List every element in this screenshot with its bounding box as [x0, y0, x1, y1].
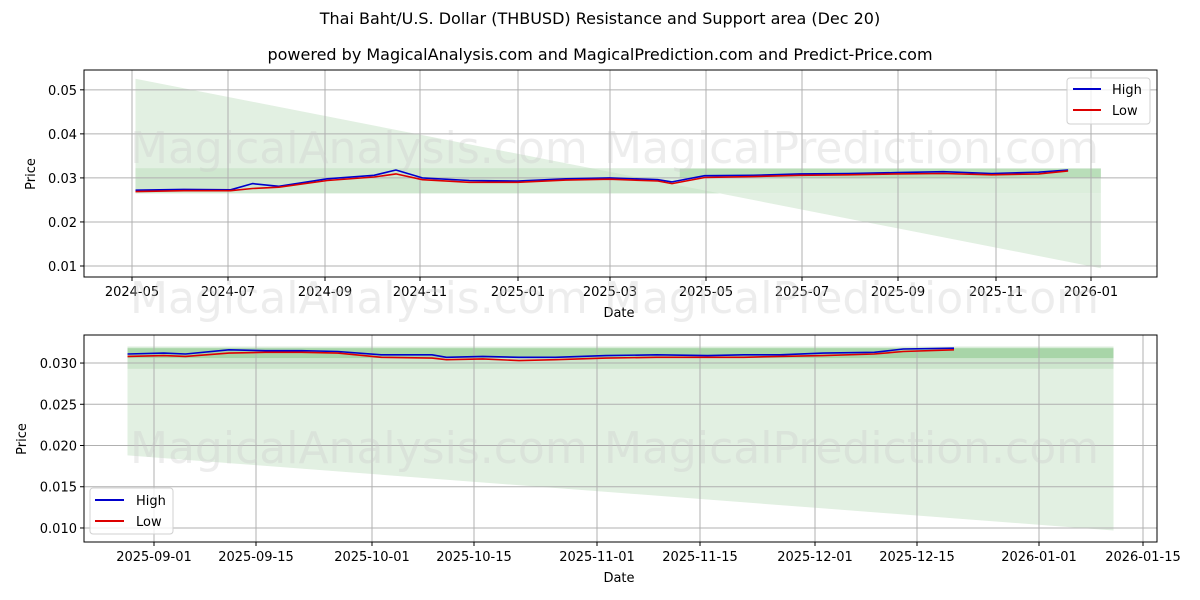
plot-frame: [83, 69, 1158, 278]
series-low: [135, 170, 1069, 193]
x-tick-label: 2025-09-15: [218, 550, 294, 565]
chart-title: Thai Baht/U.S. Dollar (THBUSD) Resistanc…: [319, 9, 881, 28]
x-tick-label: 2024-05: [105, 285, 159, 300]
series-high: [127, 347, 955, 359]
legend-high-label: High: [136, 494, 166, 509]
legend-low-label: Low: [1112, 104, 1138, 119]
x-tick-label: 2025-01: [491, 285, 545, 300]
grid-lines: [84, 335, 1157, 542]
x-tick-label: 2026-01: [1064, 285, 1118, 300]
watermark: MagicalAnalysis.com: [130, 273, 588, 324]
x-tick-label: 2024-07: [201, 285, 255, 300]
x-tick-label: 2025-07: [775, 285, 829, 300]
support-band-outer: [127, 348, 1114, 531]
watermark: MagicalAnalysis.com: [130, 423, 588, 474]
y-axis-ticks: 0.01 0.02 0.03 0.04 0.05: [48, 84, 84, 275]
x-axis-label: Date: [603, 306, 634, 321]
watermark: MagicalPrediction.com: [604, 123, 1099, 174]
support-band-core: [127, 348, 1114, 359]
y-tick-label: 0.01: [48, 260, 77, 275]
y-tick-label: 0.025: [40, 398, 77, 413]
y-tick-label: 0.05: [48, 84, 77, 99]
legend: High Low: [89, 487, 174, 535]
x-tick-label: 2025-11-15: [662, 550, 738, 565]
watermark: MagicalAnalysis.com: [130, 123, 588, 174]
y-tick-label: 0.020: [40, 440, 77, 455]
x-tick-label: 2025-11: [969, 285, 1023, 300]
y-tick-label: 0.02: [48, 216, 77, 231]
y-tick-label: 0.015: [40, 481, 77, 496]
y-axis-label: Price: [24, 158, 39, 190]
series-high: [135, 169, 1069, 191]
x-tick-label: 2025-10-15: [436, 550, 512, 565]
x-tick-label: 2024-11: [393, 285, 447, 300]
y-tick-label: 0.030: [40, 357, 77, 372]
y-tick-label: 0.04: [48, 128, 77, 143]
x-tick-label: 2025-12-15: [879, 550, 955, 565]
legend: High Low: [1066, 77, 1151, 125]
x-axis-label: Date: [603, 571, 634, 586]
chart-subtitle: powered by MagicalAnalysis.com and Magic…: [267, 45, 933, 64]
x-axis-ticks: 2025-09-01 2025-09-15 2025-10-01 2025-10-15…: [116, 542, 1181, 565]
top-price-chart: MagicalAnalysis.com MagicalPrediction.co…: [24, 69, 1158, 321]
x-tick-label: 2024-09: [298, 285, 352, 300]
x-tick-label: 2026-01-15: [1105, 550, 1181, 565]
legend-high-label: High: [1112, 83, 1142, 98]
x-tick-label: 2025-12-01: [777, 550, 853, 565]
y-axis-label: Price: [15, 423, 30, 455]
x-tick-label: 2025-10-01: [334, 550, 410, 565]
y-axis-ticks: 0.010 0.015 0.020 0.025 0.030: [40, 357, 84, 537]
price-lines: [135, 169, 1069, 193]
x-tick-label: 2025-09: [871, 285, 925, 300]
x-tick-label: 2025-05: [679, 285, 733, 300]
price-lines: [127, 347, 955, 362]
x-tick-label: 2026-01-01: [1001, 550, 1077, 565]
x-tick-label: 2025-11-01: [559, 550, 635, 565]
bottom-price-chart: MagicalAnalysis.com MagicalPrediction.co…: [15, 334, 1181, 586]
y-tick-label: 0.03: [48, 172, 77, 187]
plot-frame: [83, 334, 1158, 543]
legend-low-label: Low: [136, 515, 162, 530]
watermark: MagicalPrediction.com: [604, 273, 1099, 324]
series-low: [127, 349, 955, 362]
x-axis-ticks: 2024-05 2024-07 2024-09 2024-11 2025-01 2025-…: [105, 277, 1118, 300]
x-tick-label: 2025-03: [583, 285, 637, 300]
watermark: MagicalPrediction.com: [604, 423, 1099, 474]
y-tick-label: 0.010: [40, 522, 77, 537]
x-tick-label: 2025-09-01: [116, 550, 192, 565]
